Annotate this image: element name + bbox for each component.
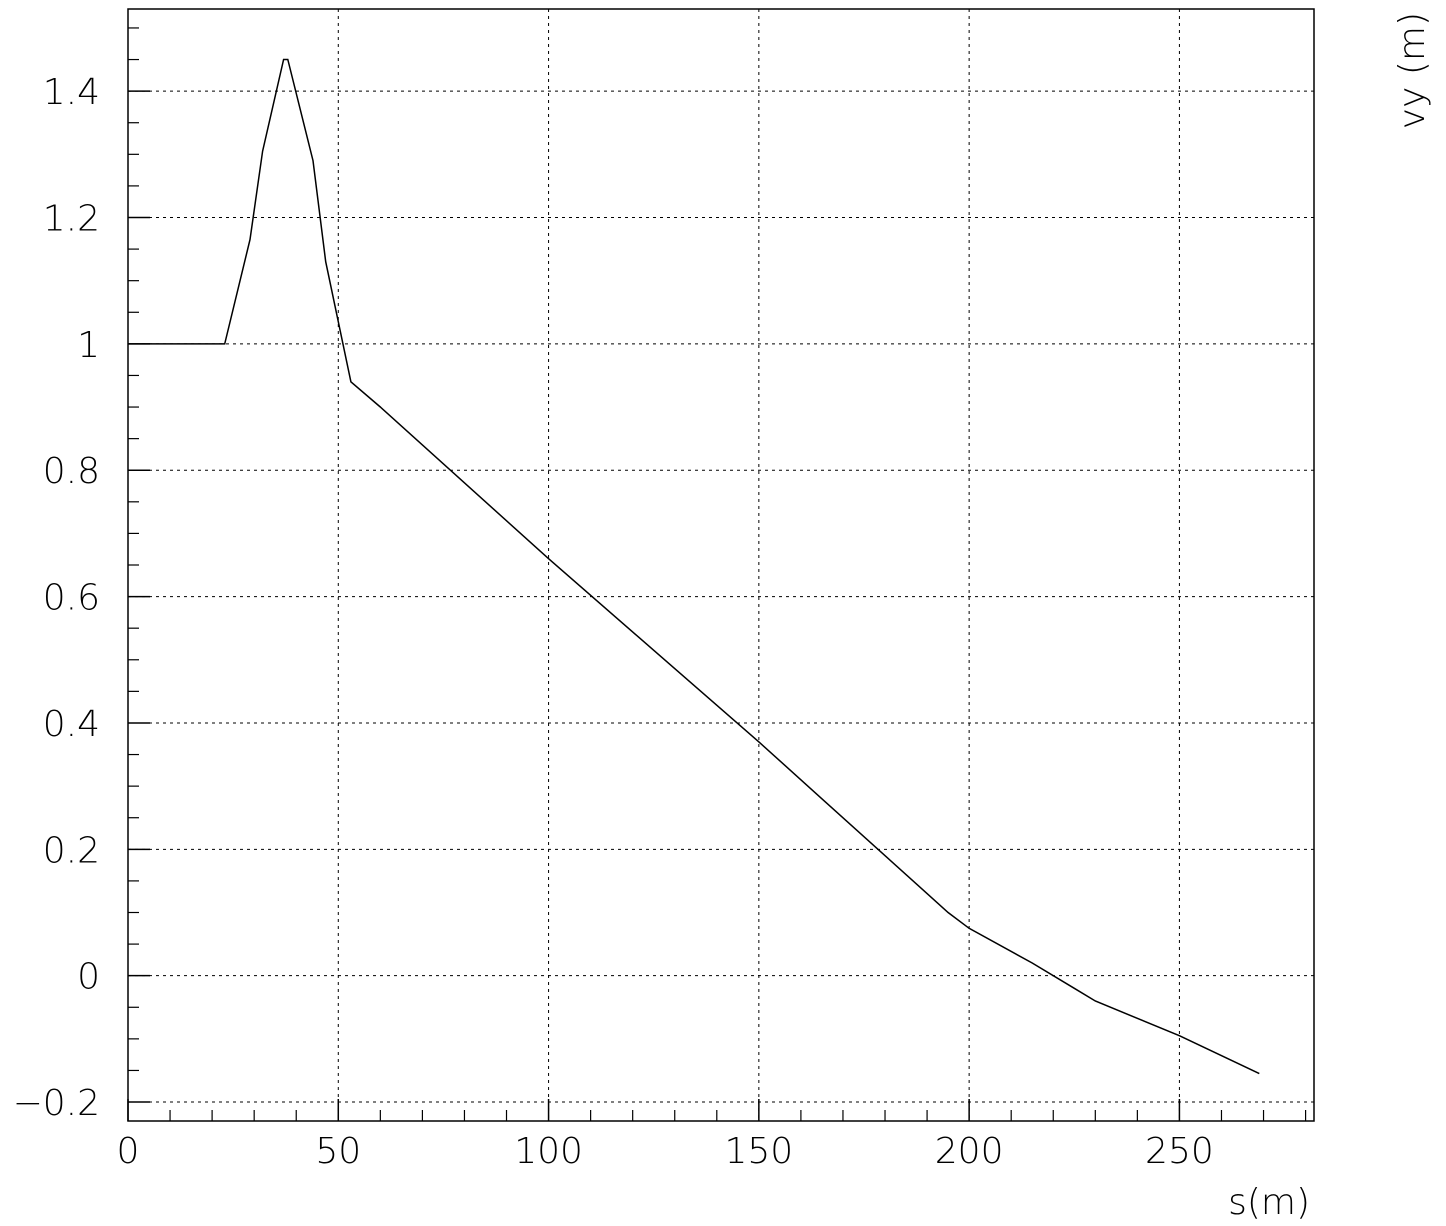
y-tick-label: 0.8 — [43, 451, 100, 492]
x-tick-label: 50 — [315, 1131, 361, 1172]
y-tick-label: 0.4 — [43, 704, 100, 745]
y-tick-label: 0 — [77, 957, 100, 998]
y-axis-label: vy (m) — [1392, 12, 1433, 129]
y-tick-label: 1.2 — [43, 199, 100, 240]
x-tick-label: 200 — [935, 1131, 1004, 1172]
y-tick-label: −0.2 — [13, 1083, 100, 1124]
y-tick-label: 0.6 — [43, 578, 100, 619]
x-tick-label: 150 — [724, 1131, 793, 1172]
grid-lines — [128, 9, 1314, 1121]
x-tick-label: 0 — [117, 1131, 140, 1172]
x-tick-label: 100 — [514, 1131, 583, 1172]
y-tick-label: 0.2 — [43, 830, 100, 871]
tick-labels: 0 50 100 150 200 250 −0.2 0 0.2 0.4 0.6 0.8 1 1.2 1.4 — [13, 72, 1214, 1172]
x-axis-label: s(m) — [1228, 1182, 1310, 1223]
series-line — [128, 58, 1260, 1075]
y-tick-label: 1.4 — [43, 72, 100, 113]
x-tick-label: 250 — [1145, 1131, 1214, 1172]
minor-ticks — [128, 27, 1307, 1121]
plot-frame — [127, 8, 1315, 1122]
major-ticks — [127, 90, 1181, 1121]
y-tick-label: 1 — [77, 325, 100, 366]
